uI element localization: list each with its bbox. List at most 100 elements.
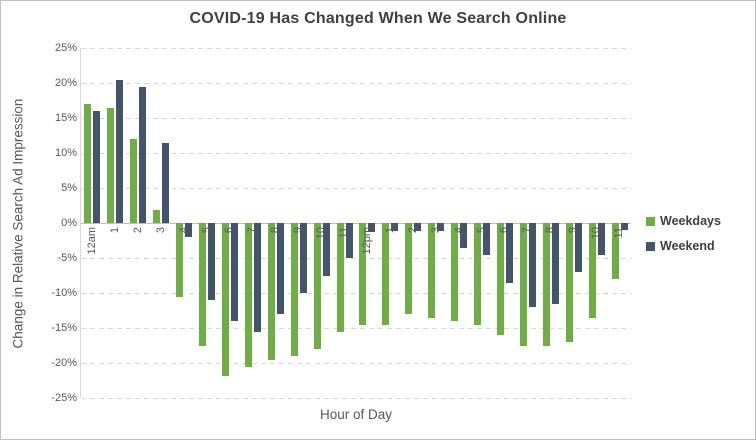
legend-item-weekend: Weekend: [646, 239, 721, 253]
zero-axis-line: [81, 223, 631, 224]
y-axis-title-box: Change in Relative Search Ad Impression: [7, 48, 29, 398]
bar-weekend-8: [276, 223, 284, 314]
bar-weekend-2pm: [414, 223, 422, 231]
x-tick-label: 2: [131, 227, 144, 234]
y-tick-label: -15%: [51, 322, 77, 334]
y-tick-label: -20%: [51, 357, 77, 369]
bar-weekdays-1: [107, 107, 115, 223]
x-tick-label: 3: [154, 227, 167, 234]
gridline: [81, 188, 631, 189]
bar-weekend-5pm: [483, 223, 491, 255]
bar-weekend-7pm: [528, 223, 536, 307]
weekdays-swatch-icon: [646, 216, 655, 226]
bar-weekdays-7: [244, 223, 252, 367]
bar-weekend-6pm: [505, 223, 513, 283]
x-tick-label: 8: [544, 227, 557, 234]
bar-weekdays-4pm: [451, 223, 459, 321]
bar-weekdays-10: [313, 223, 321, 349]
legend-item-weekdays: Weekdays: [646, 214, 721, 228]
y-axis-line: [80, 48, 81, 398]
x-tick-label: 2: [406, 227, 419, 234]
bar-weekend-11: [345, 223, 353, 258]
bar-weekend-9: [299, 223, 307, 293]
x-tick-label: 10: [590, 227, 603, 240]
weekend-swatch-icon: [646, 241, 655, 251]
bar-weekdays-10pm: [588, 223, 596, 318]
bar-weekdays-11pm: [611, 223, 619, 279]
x-tick-label: 3: [429, 227, 442, 234]
bar-weekdays-6pm: [496, 223, 504, 335]
gridline: [81, 328, 631, 329]
bar-weekdays-8pm: [542, 223, 550, 346]
y-tick-label: -25%: [51, 392, 77, 404]
bar-weekdays-3: [153, 210, 161, 223]
x-tick-label: 10: [315, 227, 328, 240]
y-tick-label: 15%: [54, 112, 77, 124]
gridline: [81, 398, 631, 399]
bar-weekdays-12pm: [359, 223, 367, 325]
x-tick-label: 12pm: [360, 227, 373, 255]
x-tick-label: 1: [108, 227, 121, 234]
chart-title: COVID-19 Has Changed When We Search Onli…: [189, 10, 567, 27]
bar-weekdays-7pm: [519, 223, 527, 346]
bar-weekend-2: [139, 86, 147, 223]
bar-weekend-10pm: [597, 223, 605, 255]
bar-weekend-7: [253, 223, 261, 332]
gridline: [81, 83, 631, 84]
gridline: [81, 153, 631, 154]
bar-weekend-4pm: [460, 223, 468, 248]
bar-weekend-11pm: [620, 223, 628, 230]
x-tick-label: 11: [613, 227, 626, 239]
bar-weekend-4: [185, 223, 193, 237]
x-tick-label: 9: [292, 227, 305, 234]
y-tick-label: -5%: [57, 252, 77, 264]
y-tick-label: 5%: [61, 182, 77, 194]
x-tick-label: 5: [475, 227, 488, 234]
y-tick-label: -10%: [51, 287, 77, 299]
y-tick-label: 20%: [54, 77, 77, 89]
bar-weekdays-2: [130, 139, 138, 223]
bar-weekend-6: [230, 223, 238, 321]
x-tick-label: 9: [567, 227, 580, 234]
bar-weekdays-5pm: [474, 223, 482, 325]
gridline: [81, 363, 631, 364]
bar-weekend-3: [162, 143, 170, 223]
bar-weekend-10: [322, 223, 330, 276]
x-tick-label: 5: [200, 227, 213, 234]
bar-weekend-12pm: [368, 223, 376, 233]
bar-weekdays-8: [267, 223, 275, 360]
x-tick-label: 8: [269, 227, 282, 234]
bar-weekend-12am: [93, 111, 101, 223]
legend-label-weekdays: Weekdays: [660, 214, 721, 228]
bar-weekdays-3pm: [428, 223, 436, 318]
bar-weekdays-9pm: [565, 223, 573, 342]
plot-area: [80, 48, 631, 399]
x-tick-label: 12am: [85, 227, 98, 255]
y-axis-title: Change in Relative Search Ad Impression: [10, 98, 26, 348]
x-tick-label: 1: [383, 227, 396, 234]
x-tick-label: 7: [521, 227, 534, 234]
x-tick-label: 4: [452, 227, 465, 234]
bar-weekdays-12am: [84, 104, 92, 223]
bar-weekend-8pm: [551, 223, 559, 304]
bar-weekdays-11: [336, 223, 344, 332]
bar-weekend-1: [116, 79, 124, 223]
y-tick-label: 10%: [54, 147, 77, 159]
bar-weekdays-6: [221, 223, 229, 376]
x-tick-label: 7: [246, 227, 259, 234]
bar-weekdays-9: [290, 223, 298, 356]
bar-weekdays-5: [199, 223, 207, 346]
y-tick-label: 25%: [54, 42, 77, 54]
x-tick-label: 4: [177, 227, 190, 234]
x-tick-label: 6: [223, 227, 236, 234]
bar-weekdays-4: [176, 223, 184, 297]
gridline: [81, 48, 631, 49]
legend: Weekdays Weekend: [646, 214, 721, 264]
gridline: [81, 258, 631, 259]
bar-weekend-9pm: [574, 223, 582, 272]
gridline: [81, 293, 631, 294]
legend-label-weekend: Weekend: [660, 239, 715, 253]
bar-weekend-1pm: [391, 223, 399, 232]
y-tick-label: 0%: [61, 217, 77, 229]
